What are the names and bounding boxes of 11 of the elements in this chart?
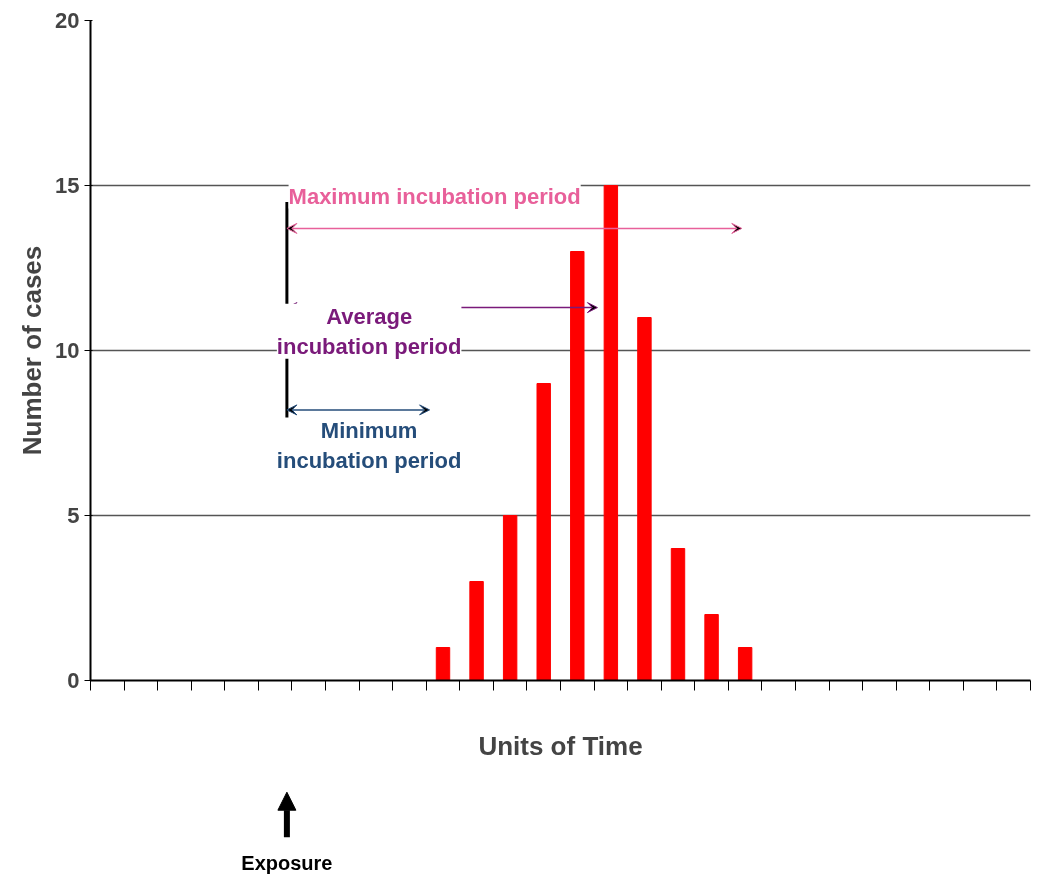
y-tick-label: 5 (67, 503, 80, 528)
annotation: Maximum incubation period (288, 183, 581, 209)
annotation: Average incubation period (276, 303, 462, 359)
y-tick-label: 0 (67, 668, 80, 693)
y-tick-label: 10 (55, 338, 80, 363)
text: Exposure (241, 851, 333, 874)
x-axis-title: Units of Time (478, 730, 643, 761)
y-axis-title: Number of cases (17, 245, 48, 456)
annotation: Minimum incubation period (276, 417, 462, 473)
y-tick-label: 20 (55, 8, 80, 33)
y-tick-label: 15 (55, 173, 80, 198)
